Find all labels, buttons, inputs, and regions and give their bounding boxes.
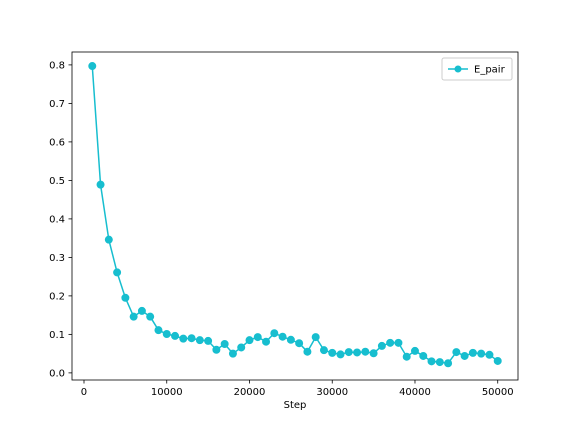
data-point <box>88 62 97 71</box>
data-point <box>121 293 130 302</box>
y-tick-label: 0.0 <box>49 368 65 379</box>
data-point <box>154 326 163 335</box>
data-point <box>493 356 502 365</box>
x-tick-label: 30000 <box>316 387 348 398</box>
legend: E_pair <box>441 57 513 81</box>
legend-marker-icon <box>454 65 462 73</box>
data-point <box>179 334 188 343</box>
data-point <box>386 338 395 347</box>
data-point <box>162 330 171 338</box>
plot-area <box>71 51 519 381</box>
data-point <box>146 312 155 321</box>
y-tick-label: 0.7 <box>49 99 65 110</box>
data-point <box>286 335 295 344</box>
y-tick-label: 0.5 <box>49 176 65 187</box>
data-point <box>485 350 494 359</box>
data-point <box>262 337 271 346</box>
x-tick-label: 50000 <box>482 387 514 398</box>
data-point <box>171 331 180 340</box>
data-point <box>377 341 386 350</box>
data-point <box>113 268 122 277</box>
data-point <box>212 345 221 354</box>
data-point <box>468 348 477 357</box>
data-point <box>220 340 229 348</box>
data-point <box>460 351 469 360</box>
y-tick-label: 0.2 <box>49 291 65 302</box>
data-point <box>410 346 419 355</box>
data-point <box>344 348 353 357</box>
y-tick-label: 0.1 <box>49 330 65 341</box>
y-axis: 0.0 0.1 0.2 0.3 0.4 0.5 0.6 0.7 0.8 <box>49 60 72 379</box>
x-axis-title: Step <box>284 400 307 411</box>
y-tick-label: 0.4 <box>49 214 65 225</box>
x-tick-label: 10000 <box>151 387 183 398</box>
y-tick-label: 0.8 <box>49 60 65 71</box>
data-point <box>278 332 287 341</box>
data-point <box>129 312 138 321</box>
data-point <box>336 350 345 359</box>
data-point <box>444 359 453 368</box>
x-tick-label: 20000 <box>234 387 266 398</box>
data-point <box>477 349 486 358</box>
data-point <box>253 333 262 342</box>
data-point <box>435 358 444 367</box>
data-point <box>245 336 254 345</box>
data-point <box>187 334 196 343</box>
x-axis: 0 10000 20000 30000 40000 50000 <box>81 380 514 398</box>
data-point <box>402 352 411 361</box>
data-point <box>427 357 436 366</box>
data-point <box>328 348 337 357</box>
data-point <box>419 351 428 360</box>
data-point <box>228 349 237 358</box>
data-point <box>394 338 403 347</box>
data-point <box>104 235 113 244</box>
data-point <box>237 343 246 352</box>
legend-box <box>441 57 513 81</box>
data-point <box>369 349 378 358</box>
data-point <box>295 339 304 348</box>
data-point <box>319 346 328 355</box>
data-point <box>195 336 204 345</box>
data-point <box>353 348 362 357</box>
data-point <box>270 329 279 338</box>
data-point <box>452 348 461 357</box>
series-markers-e-pair <box>88 62 502 368</box>
data-point <box>96 180 105 189</box>
y-tick-label: 0.3 <box>49 253 65 264</box>
data-point <box>303 347 312 356</box>
legend-label: E_pair <box>474 65 506 76</box>
x-tick-label: 0 <box>81 387 87 398</box>
y-tick-label: 0.6 <box>49 137 65 148</box>
data-point <box>137 306 146 315</box>
data-point <box>311 333 320 342</box>
data-point <box>204 336 213 345</box>
data-point <box>361 347 370 356</box>
x-tick-label: 40000 <box>399 387 431 398</box>
